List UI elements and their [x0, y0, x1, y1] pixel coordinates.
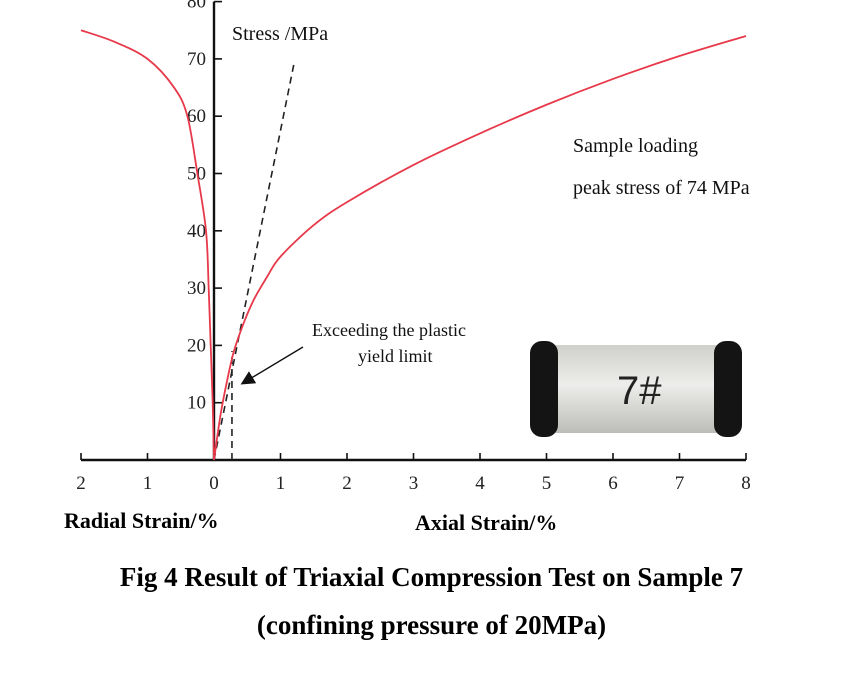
- y-tick-label: 50: [187, 164, 206, 185]
- axial-tick-label: 8: [741, 473, 751, 494]
- reference-lines: [213, 64, 295, 461]
- axial-tick-label: 1: [276, 473, 286, 494]
- radial-axis-title: Radial Strain/%: [64, 508, 219, 533]
- yield-arrow: [240, 346, 304, 385]
- sample-label: 7#: [617, 369, 662, 413]
- axial-axis-title: Axial Strain/%: [415, 510, 557, 535]
- elastic-reference-line: [213, 64, 295, 461]
- y-axis-label: Stress /MPa: [232, 23, 328, 45]
- sample-photo: 7#: [522, 337, 750, 444]
- y-tick-label: 10: [187, 393, 206, 414]
- radial-strain-curve: [80, 29, 215, 461]
- figure-caption-line1: Fig 4 Result of Triaxial Compression Tes…: [119, 562, 744, 592]
- yield-annotation-line2: yield limit: [358, 346, 433, 366]
- y-tick-label: 40: [187, 221, 206, 242]
- peak-annotation-line2: peak stress of 74 MPa: [573, 177, 750, 199]
- axial-tick-label: 6: [608, 473, 618, 494]
- radial-tick-label: 0: [209, 473, 219, 494]
- curves: [80, 29, 747, 461]
- radial-tick-label: 1: [143, 473, 153, 494]
- y-tick-label: 20: [187, 335, 206, 356]
- y-tick-label: 30: [187, 278, 206, 299]
- axial-tick-label: 4: [475, 473, 485, 494]
- axial-tick-label: 3: [409, 473, 419, 494]
- axial-tick-label: 5: [542, 473, 552, 494]
- y-tick-label: 60: [187, 106, 206, 127]
- yield-annotation-line1: Exceeding the plastic: [312, 320, 466, 340]
- y-tick-label: 70: [187, 49, 206, 70]
- peak-annotation-line1: Sample loading: [573, 135, 698, 157]
- radial-tick-label: 2: [76, 473, 86, 494]
- axial-tick-label: 7: [675, 473, 685, 494]
- figure-caption-line2: (confining pressure of 20MPa): [256, 610, 607, 640]
- axial-strain-curve: [213, 35, 747, 461]
- axial-tick-label: 2: [342, 473, 352, 494]
- y-tick-label: 80: [187, 0, 206, 13]
